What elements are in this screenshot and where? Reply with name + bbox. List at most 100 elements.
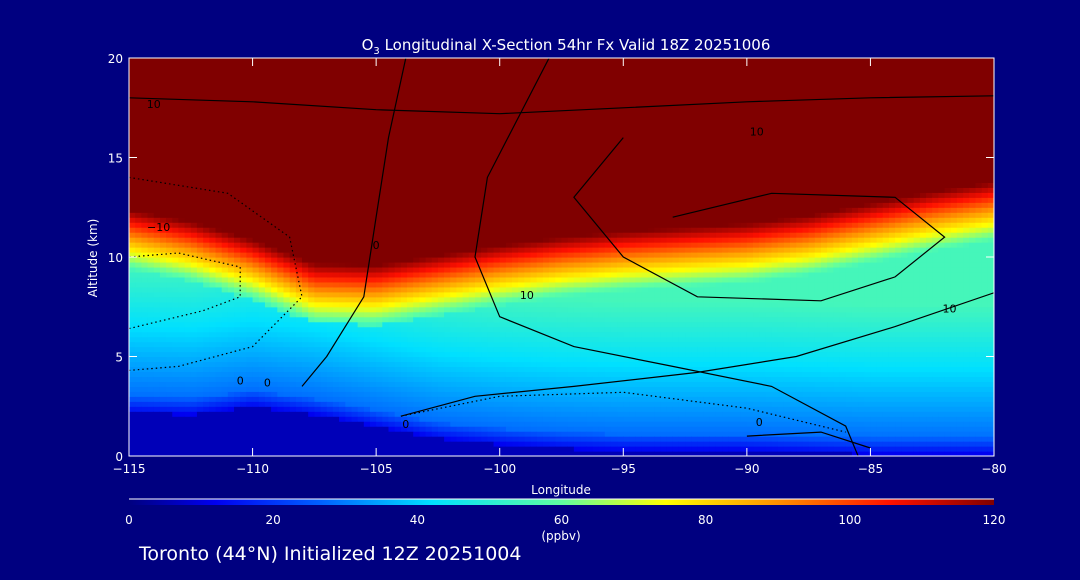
heatmap-cell — [277, 286, 285, 293]
heatmap-cell — [345, 446, 353, 452]
heatmap-cell — [481, 416, 488, 422]
heatmap-cell — [221, 411, 229, 417]
heatmap-cell — [203, 276, 210, 283]
heatmap-cell — [203, 426, 210, 432]
heatmap-cell — [382, 102, 390, 109]
heatmap-cell — [394, 62, 402, 69]
heatmap-cell — [376, 316, 383, 323]
heatmap-cell — [184, 376, 192, 382]
heatmap-cell — [153, 376, 161, 382]
heatmap-cell — [190, 296, 198, 303]
heatmap-cell — [283, 331, 291, 338]
heatmap-cell — [302, 167, 309, 174]
heatmap-cell — [332, 266, 340, 273]
heatmap-cell — [388, 157, 396, 164]
heatmap-cell — [394, 306, 402, 313]
heatmap-cell — [413, 127, 420, 134]
heatmap-cell — [369, 386, 377, 392]
heatmap-cell — [431, 207, 439, 213]
heatmap-cell — [302, 117, 309, 124]
heatmap-cell — [221, 426, 229, 432]
heatmap-cell — [505, 331, 513, 338]
heatmap-cell — [271, 242, 278, 248]
heatmap-cell — [363, 127, 371, 134]
heatmap-cell — [499, 87, 507, 94]
heatmap-cell — [493, 172, 501, 178]
heatmap-cell — [215, 326, 223, 333]
heatmap-cell — [295, 122, 303, 129]
heatmap-cell — [246, 401, 254, 407]
heatmap-cell — [351, 326, 359, 333]
heatmap-cell — [363, 182, 371, 188]
heatmap-cell — [450, 192, 458, 198]
heatmap-cell — [302, 271, 309, 278]
heatmap-cell — [295, 401, 303, 407]
heatmap-cell — [264, 97, 272, 104]
heatmap-cell — [505, 366, 513, 373]
heatmap-cell — [456, 366, 464, 373]
heatmap-cell — [419, 92, 427, 99]
heatmap-cell — [481, 232, 488, 238]
heatmap-cell — [252, 92, 260, 99]
heatmap-cell — [394, 117, 402, 124]
heatmap-cell — [425, 82, 433, 89]
heatmap-cell — [351, 261, 359, 268]
heatmap-cell — [277, 147, 285, 154]
heatmap-cell — [159, 371, 167, 377]
heatmap-cell — [234, 112, 241, 119]
heatmap-cell — [493, 207, 501, 213]
heatmap-cell — [456, 192, 464, 198]
heatmap-cell — [221, 152, 229, 159]
heatmap-cell — [456, 142, 464, 149]
heatmap-cell — [271, 361, 278, 368]
heatmap-cell — [505, 157, 513, 164]
heatmap-cell — [487, 381, 495, 387]
heatmap-cell — [252, 197, 260, 203]
heatmap-cell — [339, 391, 346, 397]
heatmap-cell — [400, 276, 408, 283]
heatmap-cell — [456, 396, 464, 402]
heatmap-cell — [437, 167, 445, 174]
heatmap-cell — [209, 142, 217, 149]
heatmap-cell — [178, 416, 186, 422]
heatmap-cell — [382, 336, 390, 343]
heatmap-cell — [493, 341, 501, 348]
heatmap-cell — [369, 202, 377, 208]
heatmap-cell — [363, 266, 371, 273]
heatmap-cell — [147, 311, 155, 318]
heatmap-cell — [456, 137, 464, 144]
heatmap-cell — [493, 242, 501, 248]
heatmap-cell — [252, 77, 260, 84]
heatmap-cell — [234, 291, 241, 298]
heatmap-cell — [227, 87, 235, 94]
heatmap-cell — [357, 147, 365, 154]
heatmap-cell — [363, 321, 371, 328]
heatmap-cell — [487, 237, 495, 243]
heatmap-cell — [456, 62, 464, 69]
heatmap-cell — [468, 361, 476, 368]
heatmap-cell — [487, 266, 495, 273]
heatmap-cell — [499, 92, 507, 99]
heatmap-cell — [462, 261, 470, 268]
heatmap-cell — [505, 356, 513, 363]
heatmap-cell — [289, 237, 297, 243]
heatmap-cell — [339, 336, 346, 343]
heatmap-cell — [475, 222, 482, 228]
heatmap-cell — [369, 446, 377, 452]
heatmap-cell — [159, 182, 167, 188]
heatmap-cell — [153, 291, 161, 298]
heatmap-cell — [394, 386, 402, 392]
heatmap-cell — [339, 346, 346, 353]
heatmap-cell — [258, 137, 266, 144]
heatmap-cell — [499, 67, 507, 74]
heatmap-cell — [190, 436, 198, 442]
heatmap-cell — [221, 361, 229, 368]
heatmap-cell — [240, 102, 247, 109]
heatmap-cell — [425, 266, 433, 273]
heatmap-cell — [345, 281, 353, 288]
heatmap-cell — [431, 441, 439, 447]
heatmap-cell — [184, 212, 192, 218]
heatmap-cell — [252, 266, 260, 273]
heatmap-cell — [326, 291, 334, 298]
heatmap-cell — [487, 217, 495, 223]
